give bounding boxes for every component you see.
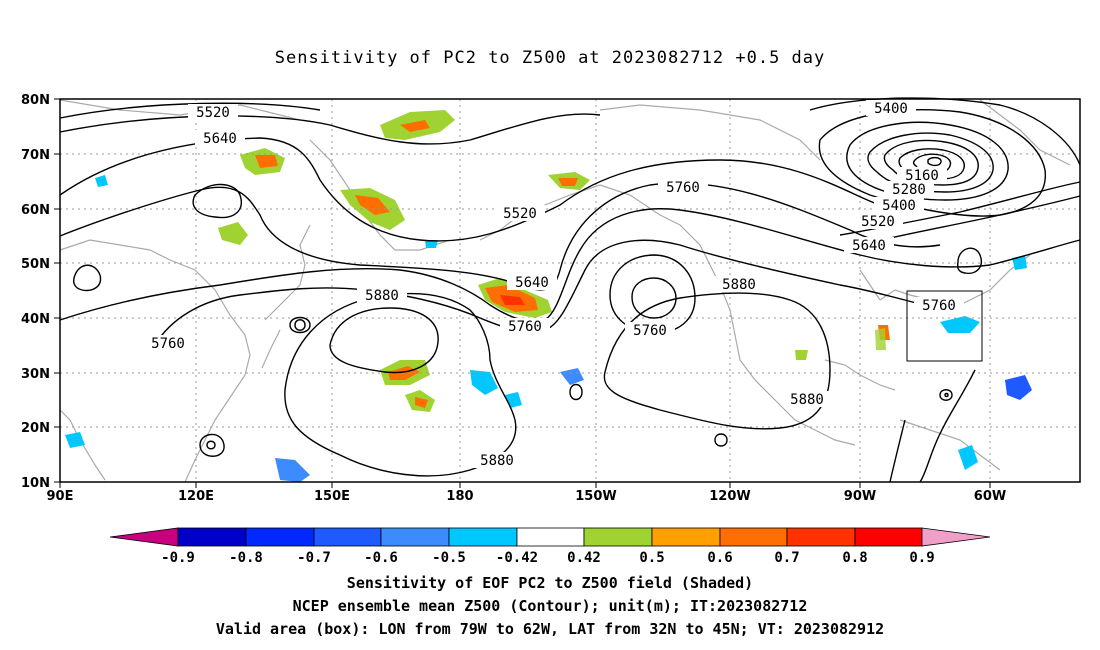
lon-label: 90W [844, 489, 876, 504]
colorbar-swatch [516, 527, 585, 547]
contour-label: 5760 [922, 298, 956, 314]
colorbar-label: 0.7 [774, 550, 799, 566]
contour-label: 5400 [882, 198, 916, 214]
gridlines [60, 99, 1080, 482]
colorbar-swatch [448, 527, 518, 547]
colorbar-swatch [109, 527, 179, 547]
contour-label: 5520 [196, 105, 230, 121]
contour-label: 5760 [633, 323, 667, 339]
tick-marks [54, 98, 991, 488]
lat-label: 50N [21, 257, 50, 272]
colorbar-swatch [380, 527, 450, 547]
contour-label: 5880 [365, 288, 399, 304]
map-frame [59, 98, 1081, 483]
contour-label: 5400 [874, 101, 908, 117]
contour-label: 5160 [905, 168, 939, 184]
colorbar-swatch [786, 527, 856, 547]
colorbar-labels: -0.9 -0.8 -0.7 -0.6 -0.5 -0.42 0.42 0.5 … [161, 550, 935, 566]
colorbar-label: 0.5 [639, 550, 664, 566]
colorbar [109, 527, 991, 547]
contour-label: 5760 [666, 180, 700, 196]
colorbar-label: 0.42 [567, 550, 601, 566]
colorbar-swatch [583, 527, 653, 547]
contour-label: 5880 [722, 277, 756, 293]
contour-label: 5640 [852, 238, 886, 254]
colorbar-label: 0.9 [909, 550, 934, 566]
colorbar-label: -0.8 [229, 550, 263, 566]
contour-label: 5760 [151, 336, 185, 352]
contour-label: 5640 [203, 131, 237, 147]
contour-labels: 5520 5640 5520 5400 5160 5280 5400 5520 … [143, 100, 964, 469]
map-title: Sensitivity of PC2 to Z500 at 2023082712… [274, 48, 826, 68]
colorbar-label: 0.8 [842, 550, 867, 566]
lat-labels: 80N 70N 60N 50N 40N 30N 20N 10N [21, 93, 50, 491]
lat-label: 40N [21, 312, 50, 327]
lon-label: 150W [575, 489, 616, 504]
caption-line-2: NCEP ensemble mean Z500 (Contour); unit(… [292, 597, 808, 615]
colorbar-swatch [177, 527, 247, 547]
lat-label: 70N [21, 148, 50, 163]
contour-label: 5280 [892, 182, 926, 198]
lon-label: 60W [974, 489, 1006, 504]
colorbar-label: -0.42 [496, 550, 538, 566]
contour-label: 5520 [503, 206, 537, 222]
lon-labels: 90E 120E 150E 180 150W 120W 90W 60W [47, 489, 1007, 504]
lat-label: 30N [21, 367, 50, 382]
lat-label: 10N [21, 476, 50, 491]
colorbar-swatch [854, 527, 923, 547]
contour-label: 5520 [861, 214, 895, 230]
caption-line-1: Sensitivity of EOF PC2 to Z500 field (Sh… [346, 574, 754, 592]
lon-label: 90E [47, 489, 74, 504]
colorbar-label: -0.9 [161, 550, 195, 566]
contour-label: 5880 [480, 453, 514, 469]
lon-label: 120W [709, 489, 750, 504]
contour-label: 5760 [508, 319, 542, 335]
colorbar-swatch [245, 527, 315, 547]
colorbar-label: -0.6 [364, 550, 398, 566]
lon-label: 180 [446, 489, 473, 504]
colorbar-label: 0.6 [707, 550, 732, 566]
colorbar-label: -0.7 [297, 550, 331, 566]
lat-label: 60N [21, 203, 50, 218]
caption-line-3: Valid area (box): LON from 79W to 62W, L… [215, 620, 885, 638]
contour-label: 5880 [790, 392, 824, 408]
colorbar-swatch [719, 527, 788, 547]
lon-label: 150E [314, 489, 350, 504]
colorbar-swatch [921, 527, 991, 547]
lat-label: 80N [21, 93, 50, 108]
colorbar-swatch [651, 527, 721, 547]
colorbar-label: -0.5 [432, 550, 466, 566]
colorbar-swatch [313, 527, 382, 547]
sensitivity-shading [65, 110, 1032, 482]
lon-label: 120E [178, 489, 214, 504]
valid-area-box [906, 290, 983, 362]
contour-label: 5640 [515, 275, 549, 291]
lat-label: 20N [21, 421, 50, 436]
